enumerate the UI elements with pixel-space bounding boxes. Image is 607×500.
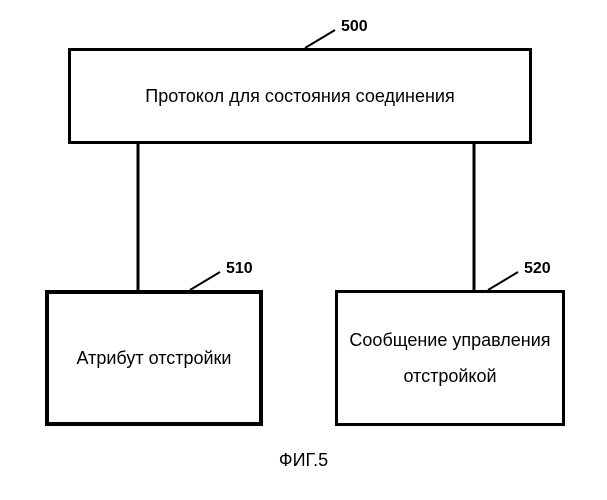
node-left-label: Атрибут отстройки bbox=[49, 340, 259, 376]
node-root-label: Протокол для состояния соединения bbox=[71, 78, 529, 114]
node-right-label: Сообщение управления отстройкой bbox=[338, 322, 562, 394]
node-right-tag-text: 520 bbox=[524, 260, 551, 278]
node-left: Атрибут отстройки bbox=[45, 290, 263, 426]
node-left-tag-text: 510 bbox=[226, 260, 253, 278]
diagram-stage: Протокол для состояния соединения 500 Ат… bbox=[0, 0, 607, 500]
figure-caption: ФИГ.5 bbox=[0, 450, 607, 471]
node-root: Протокол для состояния соединения bbox=[68, 48, 532, 144]
node-root-tag: 500 bbox=[305, 30, 345, 65]
node-left-tag: 510 bbox=[190, 272, 230, 307]
node-right-tag: 520 bbox=[488, 272, 528, 307]
node-right: Сообщение управления отстройкой bbox=[335, 290, 565, 426]
node-root-tag-text: 500 bbox=[341, 18, 368, 36]
